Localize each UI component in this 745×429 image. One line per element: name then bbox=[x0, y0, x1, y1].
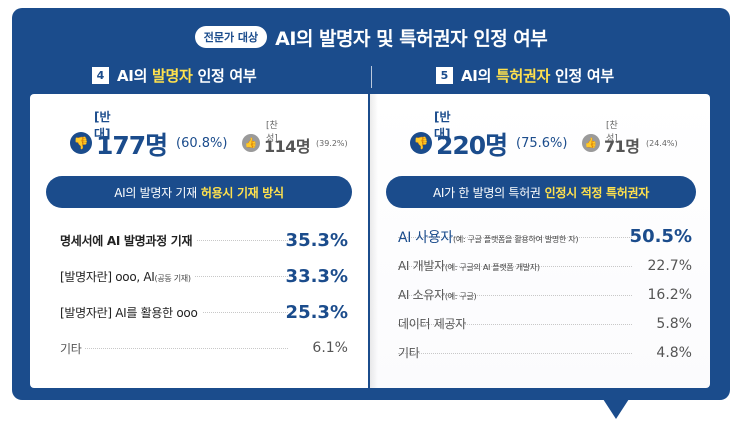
section-title: AI의 발명자 인정 여부 bbox=[117, 66, 257, 85]
list-item: [발명자란] AI를 활용한 ooo 25.3% bbox=[60, 294, 348, 330]
speech-pointer bbox=[603, 399, 629, 419]
section-head-inventor: 4 AI의 발명자 인정 여부 bbox=[92, 62, 257, 88]
item-label: 명세서에 AI 발명과정 기재 bbox=[60, 231, 197, 249]
oppose-percent: (60.8%) bbox=[176, 136, 228, 151]
inventor-method-pill: AI의 발명자 기재 허용시 기재 방식 bbox=[46, 176, 352, 208]
item-label: [발명자란] ooo, AI(공동 기재) bbox=[60, 267, 195, 285]
support-percent: (39.2%) bbox=[316, 139, 348, 148]
item-label: [발명자란] AI를 활용한 ooo bbox=[60, 303, 202, 321]
panel-patentee: [반대] 👎 220명 (75.6%) 👍 [찬성] 71명 (24.4%) A… bbox=[370, 94, 710, 388]
section-title: AI의 특허권자 인정 여부 bbox=[461, 66, 614, 85]
inventor-method-list: 명세서에 AI 발명과정 기재 35.3% [발명자란] ooo, AI(공동 … bbox=[60, 222, 348, 366]
oppose-count: 220명 bbox=[436, 131, 508, 160]
support-label: [찬성] bbox=[606, 121, 618, 144]
item-value: 4.8% bbox=[656, 344, 692, 361]
infographic-frame: 전문가 대상 AI의 발명자 및 특허권자 인정 여부 4 AI의 발명자 인정… bbox=[12, 8, 730, 400]
list-item: 기타 6.1% bbox=[60, 330, 348, 366]
thumbs-up-icon: 👍 bbox=[582, 134, 600, 152]
list-item: AI 소유자(예: 구글) 16.2% bbox=[398, 280, 692, 309]
expert-badge: 전문가 대상 bbox=[194, 26, 268, 48]
section-number: 4 bbox=[92, 66, 109, 84]
item-value: 25.3% bbox=[285, 301, 348, 323]
item-label: AI 개발자(예: 구글의 AI 플랫폼 개발자) bbox=[398, 259, 540, 273]
item-label: AI 사용자(예: 구글 플랫폼을 활용하여 발명한 자) bbox=[398, 229, 579, 246]
oppose-percent: (75.6%) bbox=[516, 136, 568, 151]
oppose-label: [반대] bbox=[94, 110, 111, 141]
item-label: AI 소유자(예: 구글) bbox=[398, 288, 477, 302]
item-value: 35.3% bbox=[285, 229, 348, 251]
panel-inventor: [반대] 👎 177명 (60.8%) 👍 [찬성] 114명 (39.2%) … bbox=[30, 94, 368, 388]
item-label: 기타 bbox=[60, 339, 86, 357]
section-number: 5 bbox=[436, 66, 453, 84]
header: 전문가 대상 AI의 발명자 및 특허권자 인정 여부 bbox=[12, 22, 730, 52]
thumbs-up-icon: 👍 bbox=[242, 134, 260, 152]
item-label: 데이터 제공자 bbox=[398, 317, 466, 331]
thumbs-down-icon: 👎 bbox=[70, 132, 92, 154]
item-value: 33.3% bbox=[285, 265, 348, 287]
list-item: 기타 4.8% bbox=[398, 338, 692, 367]
divider bbox=[371, 66, 372, 88]
item-value: 16.2% bbox=[647, 286, 692, 303]
item-value: 22.7% bbox=[647, 257, 692, 274]
item-value: 50.5% bbox=[629, 226, 692, 247]
patentee-list: AI 사용자(예: 구글 플랫폼을 활용하여 발명한 자) 50.5% AI 개… bbox=[398, 222, 692, 367]
list-item: [발명자란] ooo, AI(공동 기재) 33.3% bbox=[60, 258, 348, 294]
support-label: [찬성] bbox=[266, 121, 278, 144]
list-item: 데이터 제공자 5.8% bbox=[398, 309, 692, 338]
patentee-pill: AI가 한 발명의 특허권 인정시 적정 특허권자 bbox=[386, 176, 696, 208]
oppose-count: 177명 bbox=[96, 131, 168, 160]
main-title: AI의 발명자 및 특허권자 인정 여부 bbox=[275, 27, 548, 50]
item-label: 기타 bbox=[398, 346, 420, 360]
list-item: AI 사용자(예: 구글 플랫폼을 활용하여 발명한 자) 50.5% bbox=[398, 222, 692, 251]
list-item: AI 개발자(예: 구글의 AI 플랫폼 개발자) 22.7% bbox=[398, 251, 692, 280]
thumbs-down-icon: 👎 bbox=[410, 132, 432, 154]
item-value: 5.8% bbox=[656, 315, 692, 332]
list-item: 명세서에 AI 발명과정 기재 35.3% bbox=[60, 222, 348, 258]
oppose-label: [반대] bbox=[434, 110, 451, 141]
support-count: 71명 bbox=[604, 137, 640, 156]
support-percent: (24.4%) bbox=[646, 139, 678, 148]
section-head-patentee: 5 AI의 특허권자 인정 여부 bbox=[436, 62, 614, 88]
item-value: 6.1% bbox=[312, 340, 348, 356]
support-count: 114명 bbox=[264, 137, 311, 156]
